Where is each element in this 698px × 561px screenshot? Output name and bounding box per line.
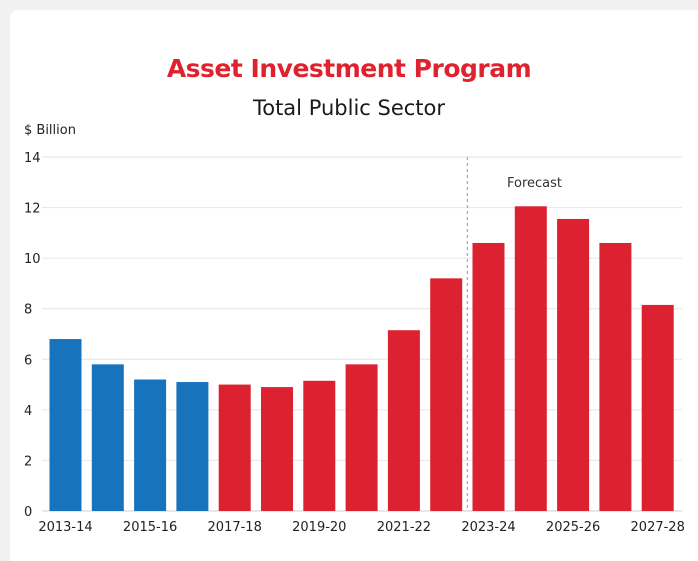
y-tick-label: 0 [24,505,32,520]
forecast-annotation: Forecast [507,176,562,191]
y-axis-unit-label: $ Billion [24,123,76,138]
x-tick-label: 2023-24 [461,520,515,535]
bars [49,206,674,512]
bar-2025-26 [557,218,590,511]
bar-2013-14 [49,339,82,511]
y-tick-label: 10 [24,252,41,267]
x-tick-label: 2021-22 [377,520,431,535]
bar-2018-19 [261,387,293,511]
y-tick-label: 6 [24,353,32,368]
bar-2016-17 [176,382,209,511]
y-tick-label: 2 [24,454,32,469]
x-axis-ticks: 2013-14 2015-16 2017-18 2019-20 2021-22 2023-… [38,520,685,535]
x-tick-label: 2013-14 [38,520,92,535]
x-tick-label: 2027-28 [631,520,685,535]
x-tick-label: 2017-18 [208,520,262,535]
y-tick-label: 12 [24,202,41,217]
bar-2017-18 [218,384,251,511]
y-tick-label: 4 [24,404,32,419]
bar-2026-27 [599,242,632,511]
bar-2014-15 [91,364,124,511]
chart-title: Asset Investment Program [166,54,532,83]
bar-2015-16 [134,379,167,511]
bar-2024-25 [514,206,547,512]
chart-subtitle: Total Public Sector [252,96,446,120]
bar-2021-22 [387,330,420,511]
y-tick-label: 8 [24,303,32,318]
x-tick-label: 2025-26 [546,520,600,535]
bar-2023-24 [472,242,505,511]
bar-2020-21 [345,364,378,511]
bar-2022-23 [430,278,463,511]
x-tick-label: 2019-20 [292,520,346,535]
bar-2019-20 [303,380,336,511]
y-axis-ticks: 0 2 4 6 8 10 12 14 [24,151,41,520]
bar-2027-28 [641,304,674,511]
y-tick-label: 14 [24,151,41,166]
x-tick-label: 2015-16 [123,520,177,535]
